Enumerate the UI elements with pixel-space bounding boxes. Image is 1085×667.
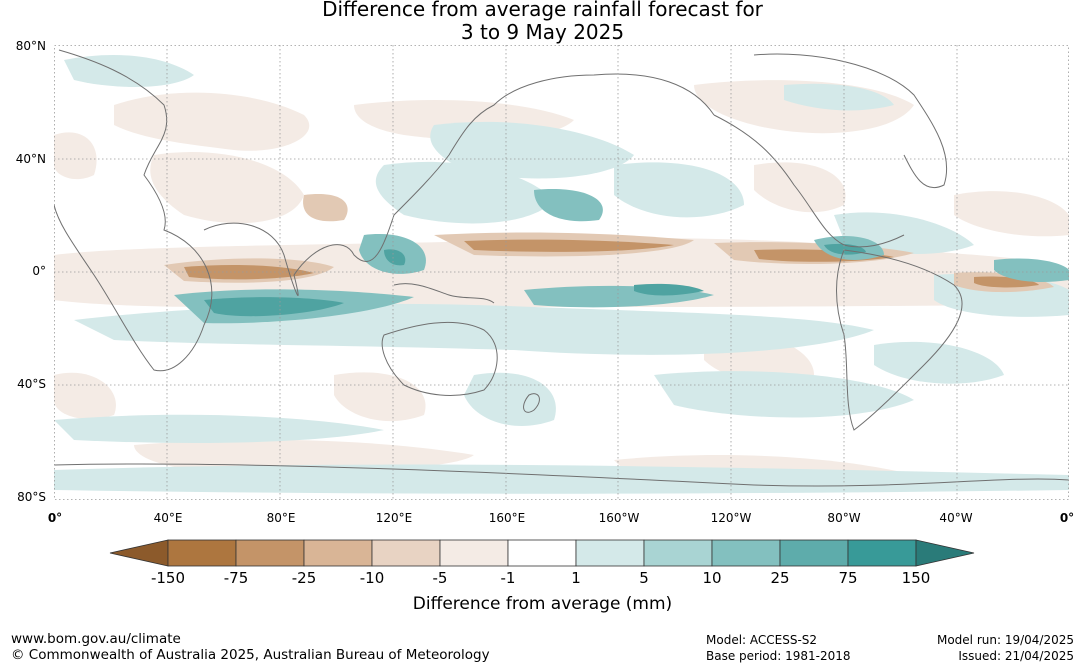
colorbar-tick: 10 [702,569,722,587]
lat-label-40s: 40°S [17,377,46,391]
colorbar-tick: -5 [432,569,448,587]
colorbar-cell [711,539,781,567]
lon-label-40e: 40°E [153,511,183,525]
colorbar-cell [575,539,645,567]
colorbar-tick: -75 [223,569,249,587]
lat-label-40n: 40°N [15,152,46,166]
anomaly-strong-wet [204,243,866,317]
footer-url: www.bom.gov.au/climate [11,631,181,647]
colorbar-arrow-low [109,539,169,567]
rainfall-anomaly-map [54,45,1069,500]
map-title-line2: 3 to 9 May 2025 [460,20,625,44]
colorbar [109,539,975,567]
colorbar-tick: 75 [838,569,858,587]
colorbar-tick: -10 [359,569,385,587]
colorbar-cell [643,539,713,567]
colorbar-cell [507,539,577,567]
lon-label-0-east: 0° [1059,511,1075,525]
footer-model-run: Model run: 19/04/2025 [936,633,1074,647]
colorbar-tick: -1 [500,569,516,587]
lat-label-80n: 80°N [15,39,46,53]
lon-label-40w: 40°W [939,511,973,525]
colorbar-tick: -150 [150,569,186,587]
lon-label-120w: 120°W [710,511,752,525]
footer-model: Model: ACCESS-S2 [706,633,818,647]
colorbar-tick: 5 [639,569,649,587]
colorbar-cell [235,539,305,567]
graticule [54,45,1069,500]
colorbar-tick: 150 [901,569,931,587]
lon-label-120e: 120°E [375,511,413,525]
colorbar-arrow-high [915,539,975,567]
colorbar-cell [167,539,237,567]
lon-label-160w: 160°W [598,511,640,525]
anomaly-light-wet [54,55,1069,494]
colorbar-tick: -25 [291,569,317,587]
colorbar-cell [303,539,373,567]
colorbar-tick: 1 [571,569,581,587]
footer-base-period: Base period: 1981-2018 [706,649,851,663]
lon-label-0: 0° [47,511,63,525]
colorbar-cell [371,539,441,567]
lon-label-80e: 80°E [266,511,296,525]
colorbar-cell [847,539,917,567]
lon-label-160e: 160°E [488,511,526,525]
colorbar-label: Difference from average (mm) [412,594,673,614]
footer-copyright: © Commonwealth of Australia 2025, Austra… [11,647,490,663]
lat-label-equator: 0° [32,264,46,278]
colorbar-tick: 25 [770,569,790,587]
map-title-line1: Difference from average rainfall forecas… [322,0,763,21]
colorbar-cell [779,539,849,567]
colorbar-cell [439,539,509,567]
coastlines [54,49,1069,487]
footer-issued: Issued: 21/04/2025 [958,649,1074,663]
lon-label-80w: 80°W [827,511,861,525]
lat-label-80s: 80°S [17,490,46,504]
